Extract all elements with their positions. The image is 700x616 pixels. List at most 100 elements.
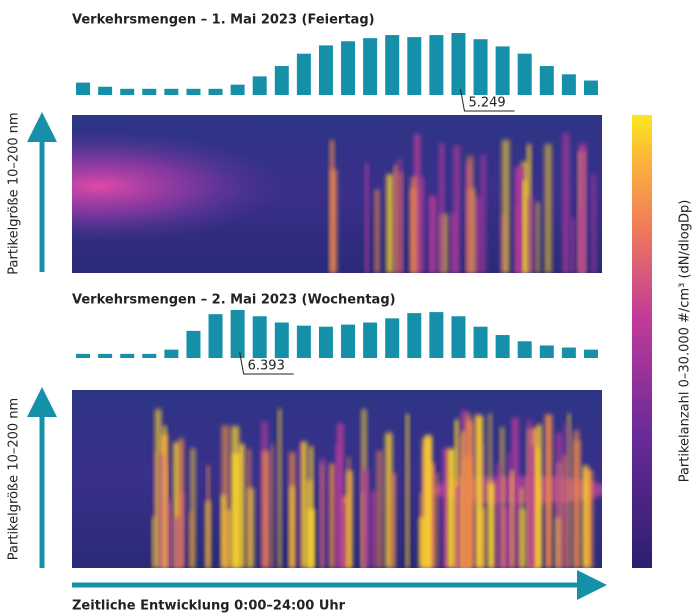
- heatmap-streak: [429, 462, 435, 568]
- bar: [495, 335, 510, 358]
- heatmap-streak: [480, 154, 486, 273]
- bar: [274, 322, 289, 358]
- heatmap-streak: [447, 448, 455, 568]
- heatmap-streak: [473, 196, 481, 273]
- heatmap-streak: [515, 205, 520, 273]
- bar: [318, 45, 333, 95]
- heatmap-streak: [397, 158, 403, 273]
- y-axis-label: Partikelgröße 10–200 nm: [7, 398, 22, 560]
- bar: [186, 88, 201, 95]
- bar: [561, 347, 576, 358]
- bar: [539, 66, 554, 95]
- heatmap-streak: [544, 144, 552, 273]
- bar: [208, 88, 223, 95]
- heatmap: [72, 115, 602, 273]
- heatmap-streak: [369, 490, 377, 568]
- heatmap-streak: [582, 465, 589, 568]
- bar: [318, 326, 333, 358]
- bar: [473, 326, 488, 358]
- heatmap-streak: [189, 511, 193, 568]
- x-axis-label: Zeitliche Entwicklung 0:00–24:00 Uhr: [72, 599, 346, 614]
- heatmap-streak: [247, 487, 255, 568]
- bar: [142, 88, 157, 95]
- bar: [583, 349, 598, 358]
- heatmap-streak: [526, 419, 533, 568]
- heatmap-streak: [347, 457, 351, 568]
- bar: [274, 66, 289, 95]
- heatmap-streak: [271, 443, 275, 568]
- heatmap-streak: [329, 463, 335, 568]
- bar: [451, 316, 466, 358]
- heatmap-streak: [501, 139, 510, 273]
- heatmap-streak: [567, 413, 571, 568]
- heatmap-streak: [584, 469, 593, 568]
- heatmap-streak: [475, 415, 484, 568]
- heatmap-streak: [221, 494, 226, 568]
- heatmap-streak: [439, 143, 445, 273]
- heatmap-streak: [435, 473, 439, 568]
- heatmap-streak: [578, 143, 587, 273]
- heatmap-streak: [529, 446, 535, 568]
- heatmap-streak: [466, 155, 474, 273]
- bar: [296, 53, 311, 95]
- bar: [341, 41, 356, 95]
- colorbar: [632, 115, 652, 568]
- heatmap-streak: [512, 417, 519, 568]
- bar: [230, 84, 245, 95]
- heatmap-streak: [488, 413, 492, 568]
- heatmap-streak: [577, 209, 582, 273]
- bar: [385, 318, 400, 358]
- y-axis-label: Partikelgröße 10–200 nm: [7, 112, 22, 274]
- bar: [517, 53, 532, 95]
- heatmap-streak: [178, 438, 184, 568]
- bar: [142, 353, 157, 358]
- heatmap-streak: [453, 145, 460, 273]
- bar: [385, 35, 400, 95]
- bar: [583, 80, 598, 95]
- heatmap-streak: [536, 424, 542, 568]
- heatmap-streak: [555, 517, 561, 568]
- heatmap-streak: [330, 169, 338, 273]
- heatmap-streak: [454, 486, 459, 568]
- heatmap-streak: [190, 448, 196, 568]
- bar: [407, 313, 422, 358]
- heatmap-streak: [365, 162, 369, 273]
- heatmap-streak: [573, 439, 581, 568]
- heatmap-streak: [405, 413, 410, 568]
- bar: [76, 82, 91, 95]
- bar: [120, 353, 135, 358]
- heatmap-streak: [386, 174, 394, 273]
- heatmap-streak: [172, 517, 181, 568]
- heatmap-streak: [545, 414, 553, 568]
- bar: [407, 37, 422, 95]
- heatmap-streak: [522, 180, 527, 273]
- heatmap-streak: [410, 176, 418, 273]
- heatmap-streak: [155, 409, 162, 568]
- bar: [429, 312, 444, 358]
- annotation-line: [239, 351, 294, 375]
- bar: [186, 330, 201, 358]
- bar: [561, 74, 576, 95]
- bar: [363, 322, 378, 358]
- bar: [164, 349, 179, 358]
- heatmap-streak: [535, 202, 540, 273]
- heatmap-streak: [342, 495, 349, 568]
- colorbar-label: Partikelanzahl 0–30.000 #/cm³ (dN/dlogDp…: [678, 200, 693, 483]
- heatmap-streak: [262, 450, 270, 568]
- bar: [120, 88, 135, 95]
- bar: [473, 39, 488, 95]
- heatmap-streak: [393, 165, 398, 273]
- heatmap-streak: [422, 438, 430, 568]
- heatmap-streak: [319, 458, 326, 568]
- heatmap: [72, 390, 602, 568]
- value-label: 5.249: [468, 96, 505, 111]
- bar: [164, 88, 179, 95]
- bar: [296, 325, 311, 358]
- heatmap-streak: [308, 446, 314, 568]
- heatmap-streak: [562, 455, 567, 568]
- bar: [539, 345, 554, 358]
- heatmap-streak: [361, 469, 369, 568]
- heatmap-streak: [463, 455, 472, 568]
- bar: [451, 33, 466, 95]
